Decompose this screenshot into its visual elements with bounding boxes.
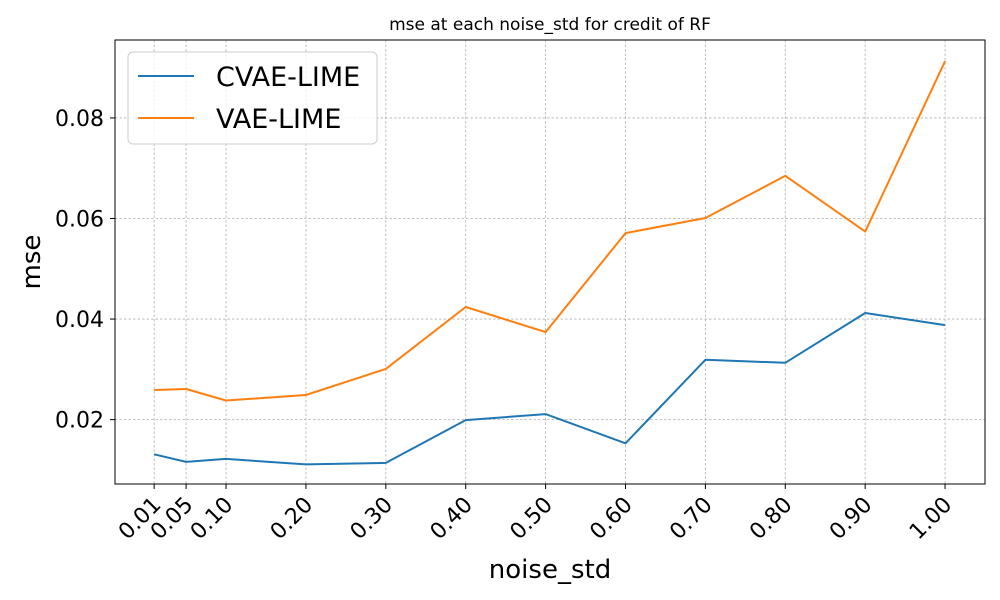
- x-tick-label: 0.50: [506, 493, 558, 545]
- chart-title: mse at each noise_std for credit of RF: [389, 15, 711, 35]
- grid: [115, 40, 985, 484]
- x-tick-label: 0.30: [346, 493, 398, 545]
- y-axis-ticks: 0.02 0.04 0.06 0.08: [55, 107, 115, 434]
- legend-label-cvae-lime: CVAE-LIME: [216, 62, 360, 93]
- legend-label-vae-lime: VAE-LIME: [216, 104, 341, 135]
- x-axis-ticks: 0.010.050.10 0.20 0.30 0.40 0.50 0.60 0.70 0.80…: [114, 484, 957, 545]
- series-lines: [153, 60, 947, 466]
- x-tick-label: 0.60: [585, 493, 637, 545]
- legend: CVAE-LIME VAE-LIME: [127, 51, 378, 145]
- x-tick-label: 1.00: [905, 493, 957, 545]
- x-tick-label: 0.80: [745, 493, 797, 545]
- x-tick-label: 0.70: [665, 493, 717, 545]
- plot-frame: [114, 39, 986, 485]
- y-axis-label: mse: [17, 235, 47, 290]
- x-axis-label: noise_std: [489, 555, 611, 585]
- x-tick-label: 0.20: [266, 493, 318, 545]
- x-tick-label: 0.10: [186, 493, 238, 545]
- y-tick-label: 0.06: [55, 208, 104, 233]
- y-tick-label: 0.08: [55, 107, 104, 132]
- y-tick-label: 0.04: [55, 308, 104, 333]
- series-line-vae-lime: [154, 60, 947, 402]
- x-tick-label: 0.90: [825, 493, 877, 545]
- series-line-cvae-lime: [153, 312, 946, 466]
- x-tick-label: 0.40: [426, 493, 478, 545]
- y-tick-label: 0.02: [55, 409, 104, 434]
